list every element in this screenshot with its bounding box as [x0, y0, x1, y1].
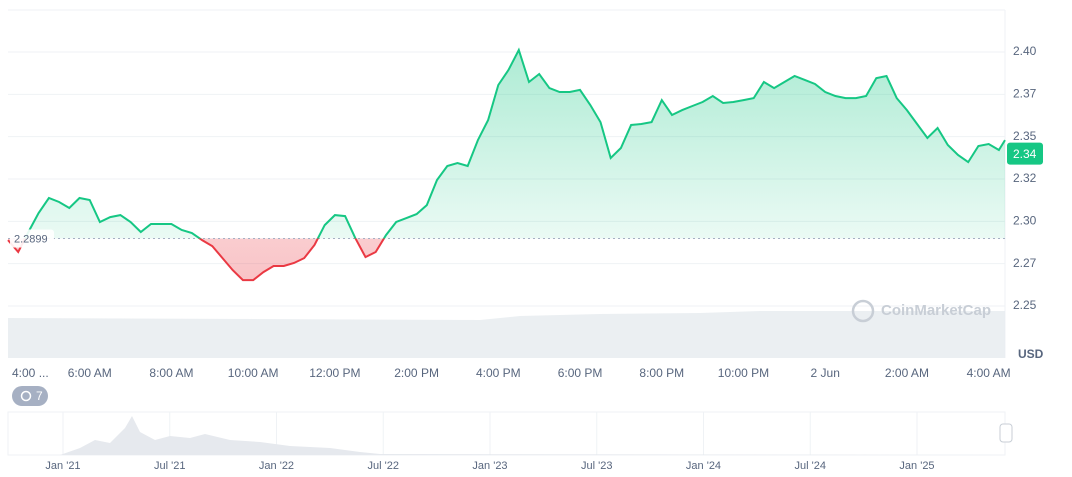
- navigator-label: Jan '23: [472, 460, 507, 472]
- watermark-logo: [851, 299, 875, 323]
- current-price-label: 2.34: [1013, 147, 1037, 161]
- navigator-label: Jul '22: [368, 460, 399, 472]
- y-tick-label: 2.37: [1013, 87, 1037, 101]
- x-tick-label: 10:00 AM: [228, 366, 279, 380]
- x-tick-label: 6:00 PM: [558, 366, 603, 380]
- volume-area: [8, 311, 1005, 358]
- y-tick-label: 2.40: [1013, 44, 1037, 58]
- x-tick-label: 8:00 AM: [149, 366, 193, 380]
- x-tick-label: 10:00 PM: [718, 366, 769, 380]
- x-tick-label: 6:00 AM: [68, 366, 112, 380]
- navigator-label: Jan '21: [45, 460, 80, 472]
- x-tick-label: 8:00 PM: [639, 366, 684, 380]
- event-icon: [20, 390, 32, 402]
- x-tick-label: 4:00 ...: [12, 366, 49, 380]
- watermark-text: CoinMarketCap: [881, 302, 991, 319]
- area-below-baseline: [8, 238, 1005, 281]
- y-tick-label: 2.32: [1013, 171, 1037, 185]
- navigator-label: Jan '24: [686, 460, 721, 472]
- x-tick-label: 4:00 AM: [967, 366, 1011, 380]
- navigator-label: Jan '25: [899, 460, 934, 472]
- x-tick-label: 2:00 AM: [885, 366, 929, 380]
- navigator-handle[interactable]: [999, 423, 1013, 443]
- baseline-label-bg: [10, 229, 54, 248]
- price-line-up: [23, 47, 1006, 239]
- navigator-label: Jul '21: [154, 460, 185, 472]
- plot: [7, 47, 1006, 282]
- y-tick-label: 2.27: [1013, 256, 1037, 270]
- navigator-label: Jan '22: [259, 460, 294, 472]
- area-above-baseline: [25, 50, 1005, 239]
- event-count: 7: [36, 389, 43, 403]
- x-tick-label: 2:00 PM: [394, 366, 439, 380]
- navigator-label: Jul '24: [795, 460, 826, 472]
- baseline-label: 2.2899: [14, 233, 48, 245]
- watermark: CoinMarketCap: [851, 299, 991, 323]
- y-tick-label: 2.30: [1013, 214, 1037, 228]
- event-badge[interactable]: 7: [12, 386, 48, 406]
- navigator-label: Jul '23: [581, 460, 612, 472]
- x-tick-label: 4:00 PM: [476, 366, 521, 380]
- navigator[interactable]: [7, 411, 1013, 456]
- x-tick-label: 2 Jun: [811, 366, 840, 380]
- navigator-area: [60, 416, 1005, 455]
- y-tick-label: 2.35: [1013, 129, 1037, 143]
- currency-label: USD: [1018, 347, 1044, 361]
- current-price-badge: [1007, 142, 1043, 165]
- y-tick-label: 2.25: [1013, 298, 1037, 312]
- x-tick-label: 12:00 PM: [309, 366, 360, 380]
